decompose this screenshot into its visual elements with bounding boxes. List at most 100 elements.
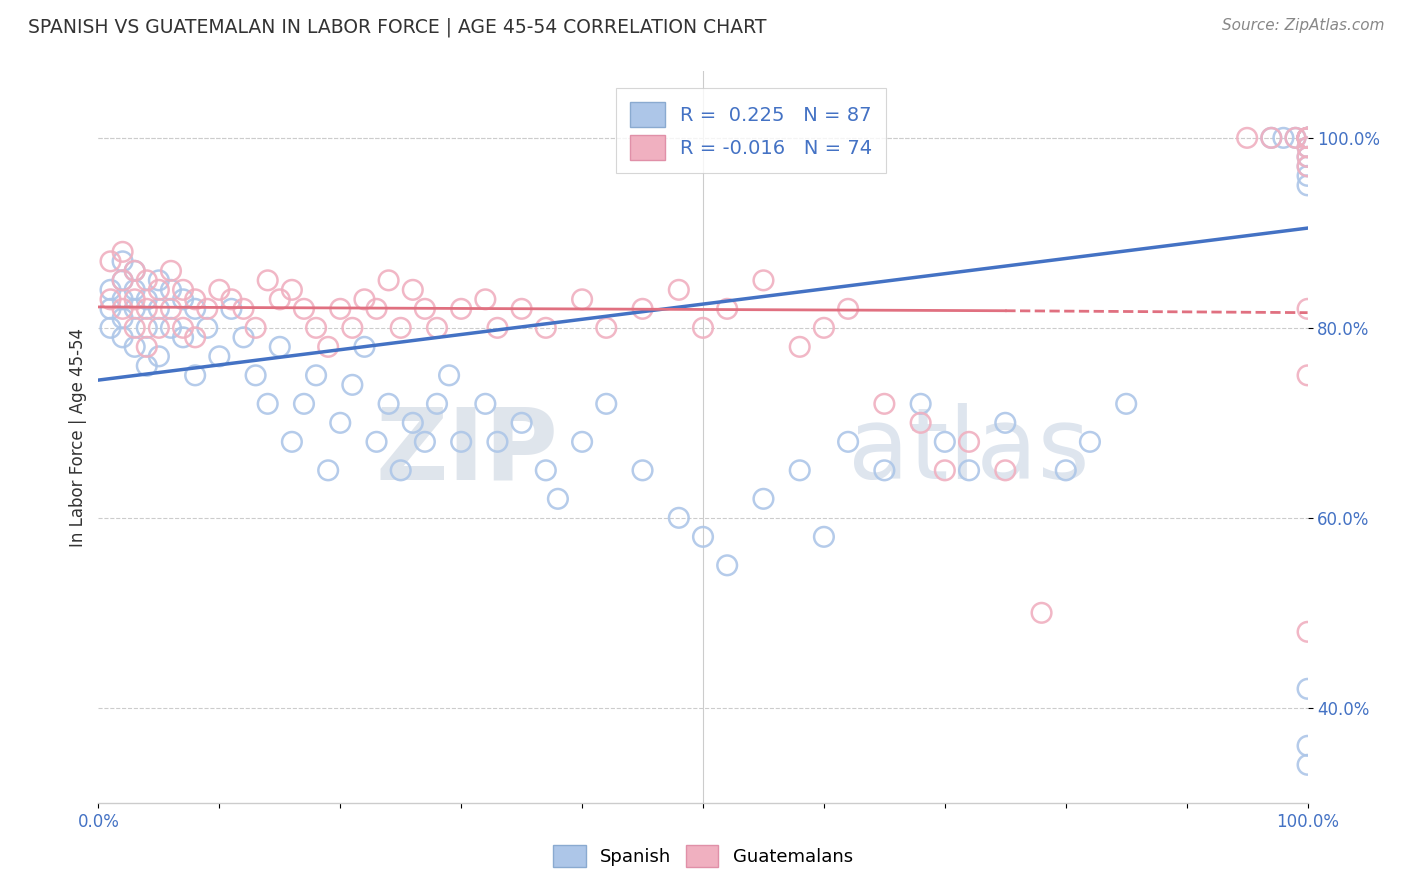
- Point: [342, 321, 364, 335]
- Point: [486, 434, 509, 449]
- Point: [934, 434, 956, 449]
- Point: [910, 397, 932, 411]
- Point: [124, 301, 146, 316]
- Point: [1296, 131, 1319, 145]
- Point: [281, 283, 304, 297]
- Point: [389, 321, 412, 335]
- Point: [1296, 131, 1319, 145]
- Point: [631, 301, 654, 316]
- Point: [692, 530, 714, 544]
- Point: [111, 311, 134, 326]
- Point: [413, 434, 436, 449]
- Point: [172, 321, 194, 335]
- Point: [510, 416, 533, 430]
- Point: [957, 463, 980, 477]
- Point: [221, 293, 243, 307]
- Point: [124, 293, 146, 307]
- Point: [716, 301, 738, 316]
- Point: [135, 293, 157, 307]
- Point: [124, 283, 146, 297]
- Point: [534, 321, 557, 335]
- Point: [1260, 131, 1282, 145]
- Point: [1054, 463, 1077, 477]
- Point: [172, 330, 194, 344]
- Point: [1296, 624, 1319, 639]
- Point: [1296, 131, 1319, 145]
- Point: [269, 293, 291, 307]
- Point: [111, 301, 134, 316]
- Point: [160, 264, 183, 278]
- Point: [1284, 131, 1306, 145]
- Point: [571, 434, 593, 449]
- Point: [1260, 131, 1282, 145]
- Point: [389, 463, 412, 477]
- Point: [160, 283, 183, 297]
- Point: [994, 463, 1017, 477]
- Point: [221, 301, 243, 316]
- Point: [547, 491, 569, 506]
- Point: [245, 321, 267, 335]
- Text: SPANISH VS GUATEMALAN IN LABOR FORCE | AGE 45-54 CORRELATION CHART: SPANISH VS GUATEMALAN IN LABOR FORCE | A…: [28, 18, 766, 37]
- Point: [534, 463, 557, 477]
- Point: [1296, 131, 1319, 145]
- Point: [148, 273, 170, 287]
- Point: [571, 293, 593, 307]
- Point: [1296, 757, 1319, 772]
- Point: [1296, 131, 1319, 145]
- Point: [232, 330, 254, 344]
- Point: [269, 340, 291, 354]
- Point: [292, 301, 315, 316]
- Point: [789, 340, 811, 354]
- Point: [1296, 368, 1319, 383]
- Point: [148, 301, 170, 316]
- Point: [910, 416, 932, 430]
- Point: [837, 301, 859, 316]
- Point: [245, 368, 267, 383]
- Point: [1115, 397, 1137, 411]
- Point: [148, 349, 170, 363]
- Point: [195, 321, 218, 335]
- Point: [474, 397, 496, 411]
- Point: [1272, 131, 1295, 145]
- Point: [426, 397, 449, 411]
- Point: [789, 463, 811, 477]
- Point: [100, 254, 122, 268]
- Point: [172, 293, 194, 307]
- Point: [402, 283, 425, 297]
- Point: [1296, 140, 1319, 154]
- Point: [124, 340, 146, 354]
- Point: [172, 283, 194, 297]
- Point: [1296, 131, 1319, 145]
- Point: [1078, 434, 1101, 449]
- Point: [934, 463, 956, 477]
- Point: [510, 301, 533, 316]
- Point: [1296, 159, 1319, 173]
- Point: [208, 283, 231, 297]
- Point: [135, 301, 157, 316]
- Point: [668, 283, 690, 297]
- Point: [366, 434, 388, 449]
- Point: [305, 321, 328, 335]
- Point: [1236, 131, 1258, 145]
- Point: [402, 416, 425, 430]
- Point: [111, 330, 134, 344]
- Legend: R =  0.225   N = 87, R = -0.016   N = 74: R = 0.225 N = 87, R = -0.016 N = 74: [616, 88, 886, 173]
- Point: [1031, 606, 1053, 620]
- Point: [342, 377, 364, 392]
- Legend: Spanish, Guatemalans: Spanish, Guatemalans: [546, 838, 860, 874]
- Point: [1296, 178, 1319, 193]
- Point: [111, 273, 134, 287]
- Point: [100, 301, 122, 316]
- Point: [426, 321, 449, 335]
- Point: [474, 293, 496, 307]
- Point: [1296, 301, 1319, 316]
- Point: [135, 340, 157, 354]
- Point: [184, 293, 207, 307]
- Point: [668, 511, 690, 525]
- Text: ZIP: ZIP: [375, 403, 558, 500]
- Point: [1296, 150, 1319, 164]
- Point: [837, 434, 859, 449]
- Point: [1296, 169, 1319, 183]
- Point: [1296, 739, 1319, 753]
- Point: [752, 273, 775, 287]
